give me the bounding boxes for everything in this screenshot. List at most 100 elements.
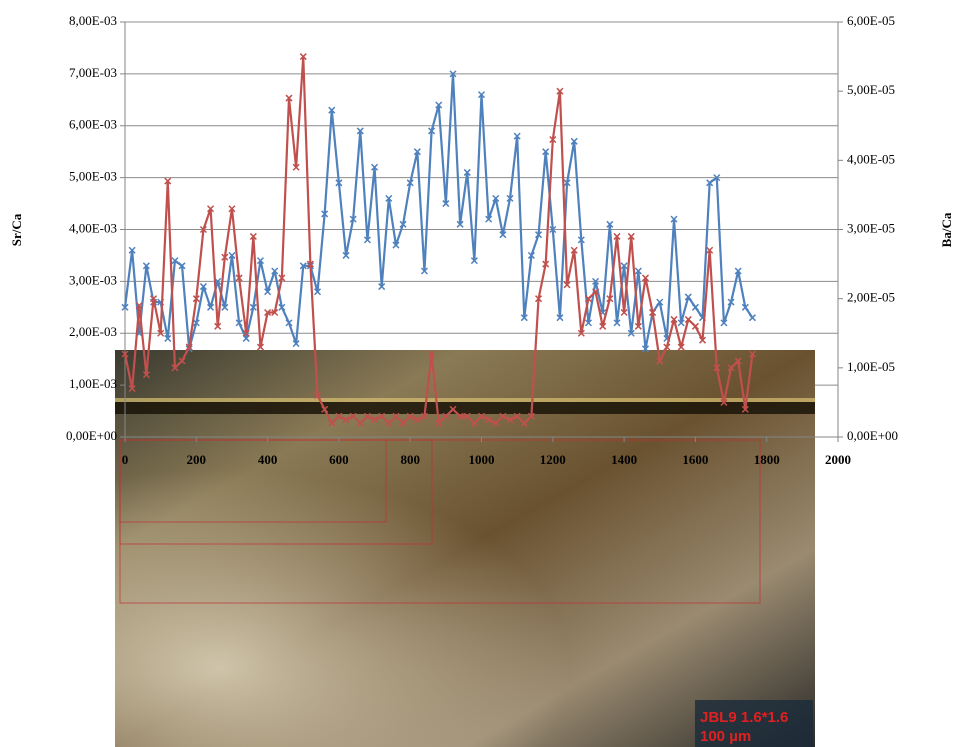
point-marker: [584, 295, 592, 303]
point-marker: [613, 232, 621, 240]
point-marker: [128, 385, 136, 393]
x-tick-label: 1600: [682, 452, 708, 467]
point-marker: [506, 416, 514, 424]
y2-tick-label: 1,00E-05: [847, 359, 895, 374]
point-marker: [577, 236, 585, 244]
point-marker: [527, 412, 535, 420]
point-marker: [549, 136, 557, 144]
point-marker: [513, 132, 521, 140]
point-marker: [264, 308, 272, 317]
point-marker: [142, 371, 150, 379]
point-marker: [228, 205, 236, 213]
x-tick-label: 1000: [469, 452, 495, 467]
y-tick-label: 3,00E-03: [69, 272, 117, 287]
otolith-photo: JBL9 1.6*1.6 100 µm: [115, 350, 815, 747]
point-marker: [356, 127, 364, 135]
point-marker: [171, 257, 179, 265]
point-marker: [670, 215, 678, 223]
point-marker: [371, 163, 379, 171]
point-marker: [207, 303, 215, 311]
point-marker: [349, 215, 357, 223]
point-marker: [399, 419, 407, 427]
point-marker: [235, 274, 243, 282]
point-marker: [584, 319, 592, 327]
point-marker: [207, 205, 215, 213]
point-marker: [542, 148, 550, 156]
y2-tick-label: 5,00E-05: [847, 82, 895, 97]
point-marker: [271, 267, 279, 275]
point-marker: [577, 329, 585, 337]
point-marker: [549, 225, 557, 234]
point-marker: [342, 251, 350, 259]
point-marker: [199, 283, 207, 291]
point-marker: [477, 412, 486, 420]
point-marker: [342, 416, 350, 424]
plot-layer: 0,00E+00 1,00E-03 2,00E-03 3,00E-03 4,00E-03…: [66, 13, 898, 467]
point-marker: [563, 179, 571, 187]
point-marker: [128, 246, 136, 254]
point-marker: [634, 322, 642, 330]
point-marker: [535, 231, 543, 239]
point-marker: [214, 322, 222, 330]
point-marker: [356, 419, 364, 427]
point-marker: [292, 163, 300, 171]
point-marker: [499, 231, 507, 239]
point-marker: [378, 283, 386, 291]
point-marker: [684, 315, 692, 323]
point-marker: [641, 345, 650, 353]
point-marker: [599, 322, 607, 330]
point-marker: [477, 91, 486, 99]
point-marker: [313, 391, 322, 400]
point-marker: [435, 419, 443, 427]
point-marker: [713, 364, 721, 372]
point-marker: [135, 302, 143, 310]
point-marker: [256, 257, 265, 265]
point-marker: [727, 364, 735, 372]
point-marker: [492, 419, 500, 427]
y2-tick-label: 4,00E-05: [847, 151, 895, 166]
point-marker: [299, 262, 307, 270]
point-marker: [420, 267, 428, 275]
point-marker: [228, 251, 236, 259]
point-marker: [235, 319, 243, 327]
point-marker: [406, 179, 414, 187]
ablation-track: [115, 402, 815, 414]
point-marker: [271, 308, 279, 317]
image-label: JBL9 1.6*1.6: [700, 709, 788, 726]
point-marker: [335, 412, 343, 420]
y2-tick-label: 0,00E+00: [847, 428, 898, 443]
point-marker: [684, 293, 692, 301]
x-tick-label: 400: [258, 452, 278, 467]
point-marker: [727, 298, 735, 306]
image-label: 100 µm: [700, 728, 751, 745]
x-tick-label: 1200: [540, 452, 566, 467]
point-marker: [627, 329, 635, 337]
point-marker: [570, 137, 578, 145]
point-marker: [256, 343, 265, 351]
point-marker: [378, 412, 386, 420]
point-marker: [406, 412, 414, 420]
point-marker: [556, 87, 564, 95]
point-marker: [506, 194, 514, 202]
point-marker: [149, 295, 158, 303]
y-tick-label: 5,00E-03: [69, 169, 117, 184]
point-marker: [527, 251, 535, 259]
point-marker: [392, 241, 400, 249]
point-marker: [691, 303, 699, 311]
point-marker: [299, 53, 307, 61]
y-tick-label: 1,00E-03: [69, 376, 117, 391]
point-marker: [734, 267, 742, 275]
point-marker: [321, 405, 329, 413]
point-marker: [285, 319, 293, 327]
point-marker: [142, 262, 150, 270]
point-marker: [606, 220, 614, 228]
point-marker: [399, 220, 407, 228]
point-marker: [185, 343, 193, 351]
point-marker: [435, 101, 443, 109]
y2-tick-label: 6,00E-05: [847, 13, 895, 28]
point-marker: [285, 94, 293, 102]
point-marker: [748, 314, 756, 322]
point-marker: [264, 288, 272, 296]
point-marker: [748, 350, 756, 358]
